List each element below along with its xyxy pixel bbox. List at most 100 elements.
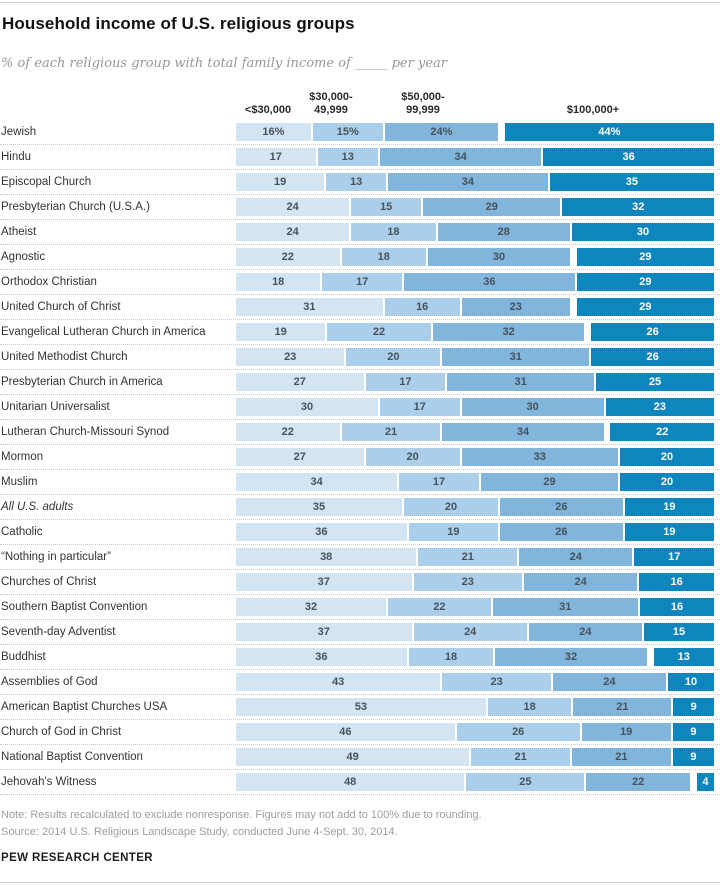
bar-segment-50k-99999: 24 <box>528 623 642 641</box>
bar-segment-100k-plus: 19 <box>624 498 714 516</box>
page-title: Household income of U.S. religious group… <box>2 14 355 33</box>
bar-segment-30k-49999: 20 <box>404 498 498 516</box>
bar-segment-100k-plus: 16 <box>639 598 715 616</box>
bar-segment-100k-plus: 17 <box>634 548 714 566</box>
table-row: “Nothing in particular” 38 21 24 17 <box>0 545 720 570</box>
row-label: Agnostic <box>1 251 46 263</box>
stacked-bar: 53 18 21 9 <box>236 698 715 716</box>
bar-segment-30k-49999: 18 <box>408 648 494 666</box>
bar-segment-50k-99999: 32 <box>432 323 585 341</box>
bar-segment-100k-plus: 10 <box>668 673 714 691</box>
bar-segment-under-30k: 30 <box>236 398 378 416</box>
table-row: National Baptist Convention 49 21 21 9 <box>0 745 720 770</box>
table-row: Agnostic 22 18 30 29 <box>0 245 720 270</box>
stacked-bar: 48 25 22 4 <box>236 773 714 791</box>
bar-segment-50k-99999: 24 <box>552 673 666 691</box>
stacked-bar: 22 21 34 22 <box>236 423 714 441</box>
bar-segment-30k-49999: 19 <box>408 523 498 541</box>
stacked-bar: 24 18 28 30 <box>236 223 714 241</box>
row-label: American Baptist Churches USA <box>1 701 168 713</box>
bar-segment-under-30k: 24 <box>236 223 350 241</box>
bar-segment-under-30k: 24 <box>236 198 350 216</box>
bar-segment-100k-plus: 20 <box>620 448 714 466</box>
bar-segment-50k-99999: 29 <box>480 473 618 491</box>
row-label: United Methodist Church <box>1 351 128 363</box>
bar-segment-30k-49999: 24 <box>413 623 527 641</box>
bar-segment-100k-plus: 16 <box>639 573 714 591</box>
bar-segment-100k-plus: 36 <box>543 148 714 166</box>
stacked-bar: 16% 15% 24% 44% <box>236 123 714 141</box>
bar-segment-50k-99999: 21 <box>573 698 672 716</box>
bar-segment-50k-99999: 36 <box>403 273 575 291</box>
stacked-bar: 18 17 36 29 <box>236 273 714 291</box>
stacked-bar: 19 22 32 26 <box>236 323 714 341</box>
bar-segment-50k-99999: 26 <box>500 498 623 516</box>
bar-segment-30k-49999: 22 <box>388 598 491 616</box>
brand-text: PEW RESEARCH CENTER <box>1 852 154 864</box>
bar-segment-100k-plus: 26 <box>591 323 714 341</box>
bar-segment-under-30k: 36 <box>236 523 407 541</box>
row-label: Presbyterian Church (U.S.A.) <box>1 201 150 213</box>
row-label: Buddhist <box>1 651 46 663</box>
bar-segment-50k-99999: 24 <box>523 573 638 591</box>
column-header: <$30,000 <box>244 104 292 116</box>
table-row: United Methodist Church 23 20 31 26 <box>0 345 720 370</box>
stacked-bar: 27 17 31 25 <box>236 373 714 391</box>
row-label: Hindu <box>1 151 32 163</box>
bar-segment-under-30k: 22 <box>236 248 340 266</box>
bar-segment-50k-99999: 34 <box>442 423 604 441</box>
table-row: Orthodox Christian 18 17 36 29 <box>0 270 720 295</box>
stacked-bar: 22 18 30 29 <box>236 248 714 266</box>
table-row: Muslim 34 17 29 20 <box>0 470 720 495</box>
bar-segment-30k-49999: 15% <box>312 123 383 141</box>
bar-segment-under-30k: 36 <box>236 648 407 666</box>
bar-segment-100k-plus: 15 <box>644 623 714 641</box>
bar-segment-100k-plus: 29 <box>576 248 714 266</box>
row-label: Catholic <box>1 526 43 538</box>
row-label: National Baptist Convention <box>1 751 143 763</box>
bar-segment-under-30k: 23 <box>236 348 345 366</box>
table-row: Hindu 17 13 34 36 <box>0 145 720 170</box>
bar-segment-100k-plus: 30 <box>572 223 714 241</box>
bar-segment-under-30k: 31 <box>236 298 383 316</box>
stacked-bar: 34 17 29 20 <box>236 473 714 491</box>
bar-segment-under-30k: 17 <box>236 148 316 166</box>
bar-segment-under-30k: 19 <box>236 323 326 341</box>
bar-segment-30k-49999: 20 <box>346 348 441 366</box>
row-label: “Nothing in particular” <box>1 551 111 563</box>
table-row: American Baptist Churches USA 53 18 21 9 <box>0 695 720 720</box>
bar-segment-under-30k: 19 <box>236 173 325 191</box>
row-label: Atheist <box>1 226 37 238</box>
stacked-bar: 30 17 30 23 <box>236 398 714 416</box>
table-row: Episcopal Church 19 13 34 35 <box>0 170 720 195</box>
row-label: Presbyterian Church in America <box>1 376 163 388</box>
table-row: Southern Baptist Convention 32 22 31 16 <box>0 595 720 620</box>
bar-segment-30k-49999: 13 <box>326 173 387 191</box>
stacked-bar: 37 23 24 16 <box>236 573 714 591</box>
bar-segment-30k-49999: 23 <box>442 673 551 691</box>
bar-segment-50k-99999: 30 <box>427 248 570 266</box>
bar-segment-under-30k: 34 <box>236 473 398 491</box>
bar-segment-30k-49999: 17 <box>380 398 460 416</box>
bar-segment-50k-99999: 30 <box>461 398 604 416</box>
bar-segment-100k-plus: 20 <box>620 473 714 491</box>
bar-segment-50k-99999: 32 <box>495 648 647 666</box>
chart-subtitle: % of each religious group with total fam… <box>1 56 447 71</box>
stacked-bar: 17 13 34 36 <box>236 148 714 166</box>
bar-segment-100k-plus: 22 <box>610 423 714 441</box>
stacked-bar: 43 23 24 10 <box>236 673 714 691</box>
bar-segment-50k-99999: 31 <box>447 373 594 391</box>
note-text: Note: Results recalculated to exclude no… <box>1 809 482 821</box>
bar-segment-50k-99999: 19 <box>581 723 671 741</box>
bar-segment-under-30k: 37 <box>236 623 412 641</box>
bar-segment-under-30k: 27 <box>236 448 364 466</box>
stacked-bar: 49 21 21 9 <box>236 748 714 766</box>
bar-segment-under-30k: 32 <box>236 598 387 616</box>
row-label: United Church of Christ <box>1 301 121 313</box>
table-row: Buddhist 36 18 32 13 <box>0 645 720 670</box>
bar-segment-under-30k: 27 <box>236 373 364 391</box>
bar-segment-50k-99999: 33 <box>461 448 618 466</box>
bar-segment-30k-49999: 17 <box>322 273 402 291</box>
bar-segment-100k-plus: 9 <box>673 698 715 716</box>
table-row: Assemblies of God 43 23 24 10 <box>0 670 720 695</box>
